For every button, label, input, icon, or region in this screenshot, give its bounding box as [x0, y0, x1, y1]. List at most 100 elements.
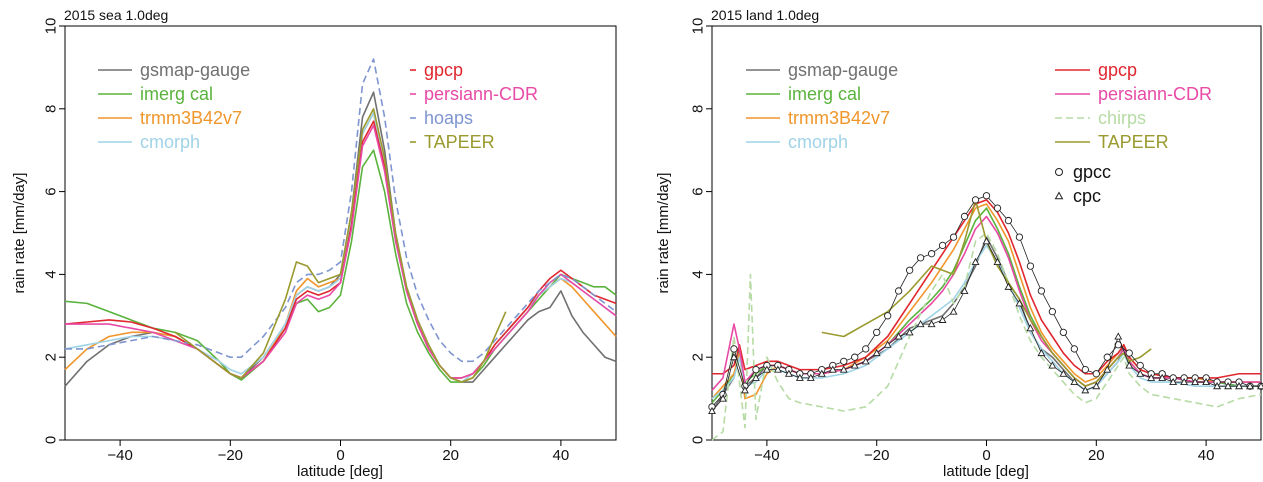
panel-sea-plot-frame	[64, 25, 617, 441]
legend-imerg-cal-label: imerg cal	[788, 84, 861, 104]
panel-land-x-tick-label: 0	[982, 447, 990, 464]
series-cpc-point	[762, 365, 771, 373]
series-gpcc-point	[1103, 353, 1111, 361]
series-cpc-point	[883, 340, 892, 348]
series-cpc-point	[927, 319, 936, 328]
series-cpc-point	[850, 361, 859, 369]
series-cpc-point	[1235, 382, 1244, 390]
panel-land-plot-frame	[711, 25, 1262, 441]
series-cpc-point	[982, 237, 991, 245]
series-gpcc-point	[905, 266, 914, 274]
legend-persiann-cdr-label: persiann-CDR	[1098, 84, 1212, 104]
series-cpc-point	[1147, 373, 1156, 381]
series-gpcc-point	[1081, 365, 1089, 374]
series-cpc-point	[872, 348, 881, 357]
series-cpc-point	[1246, 382, 1254, 390]
legend-cpc-label: cpc	[1073, 186, 1101, 206]
series-gpcc-point	[862, 345, 870, 353]
panel-sea-x-tick-label: 0	[336, 447, 344, 464]
panel-land-series	[708, 192, 1263, 441]
series-cpc-point	[719, 394, 727, 402]
series-gpcc-point	[1026, 262, 1035, 270]
series-tapeer-line	[174, 108, 507, 383]
legend-hoaps-label: hoaps	[424, 108, 473, 128]
series-gpcc-point	[840, 357, 848, 365]
series-cpc-point	[1081, 386, 1090, 394]
series-cpc-point	[1004, 282, 1013, 290]
series-gpcc-point	[1059, 328, 1068, 337]
series-gpcc-point	[1048, 308, 1057, 316]
series-cpc-point	[1059, 369, 1068, 377]
legend-chirps-label: chirps	[1098, 108, 1146, 128]
series-cpc-point	[1202, 377, 1211, 386]
series-tapeer-line	[821, 199, 1152, 387]
series-gpcc-point	[916, 254, 925, 262]
series-gpcc-point	[1037, 287, 1046, 295]
series-cpc-point	[960, 286, 969, 294]
panel-sea-x-axis: −40 −20 0 20 40	[107, 440, 569, 464]
legend-persiann-cdr-label: persiann-CDR	[424, 84, 538, 104]
series-cpc-point	[1092, 382, 1101, 390]
legend-gsmap-gauge-label: gsmap-gauge	[788, 60, 898, 80]
series-gpcc-point	[1070, 345, 1078, 353]
panel-land-y-tick-label: 8	[690, 105, 707, 113]
series-gpcc-point	[752, 365, 760, 374]
series-cpc-point	[1224, 382, 1233, 390]
series-cpc-point	[784, 369, 793, 377]
series-chirps-line	[711, 232, 1262, 441]
series-gpcc-point	[730, 345, 738, 353]
series-cpc-point	[1103, 365, 1112, 373]
series-hoaps-line	[65, 58, 617, 363]
legend-cmorph-label: cmorph	[140, 132, 200, 152]
panel-land-y-tick-label: 6	[690, 187, 707, 195]
panel-sea-x-tick-label: −20	[218, 447, 243, 464]
panel-sea-y-tick-label: 4	[43, 270, 60, 278]
series-cpc-point	[773, 365, 782, 373]
panel-sea-title: 2015 sea 1.0deg	[64, 7, 168, 23]
panel-land-title: 2015 land 1.0deg	[711, 7, 819, 23]
panel-land-y-tick-label: 2	[690, 353, 707, 361]
series-cpc-point	[708, 406, 716, 415]
series-cpc-point	[1114, 332, 1123, 340]
panel-sea-y-tick-label: 0	[43, 436, 60, 444]
legend-cpc-swatch	[1054, 191, 1064, 200]
series-cpc-point	[1136, 369, 1145, 377]
legend-imerg-cal-label: imerg cal	[140, 84, 213, 104]
legend-cmorph-label: cmorph	[788, 132, 848, 152]
series-cpc-point	[1026, 324, 1035, 332]
panel-sea-x-tick-label: 40	[553, 447, 570, 464]
panel-land-x-axis: −40 −20 0 20 40	[754, 440, 1214, 464]
panel-land-x-tick-label: 20	[1088, 447, 1105, 464]
series-gpcc-point	[949, 233, 958, 241]
series-cpc-point	[806, 373, 815, 381]
panel-land-y-axis-label: rain rate [mm/day]	[655, 173, 672, 294]
series-cpc-point	[1169, 377, 1178, 386]
legend-trmm3b42v7-label: trmm3B42v7	[140, 108, 242, 128]
series-gpcc-point	[884, 312, 892, 320]
panel-sea-x-tick-label: −40	[107, 447, 132, 464]
legend-gpcc-swatch	[1055, 168, 1063, 176]
series-cpc-point	[1191, 377, 1200, 386]
panel-sea-legend: gsmap-gauge imerg cal trmm3B42v7 cmorph gpcp…	[98, 60, 538, 152]
series-gpcc-point	[1125, 349, 1133, 357]
legend-gsmap-gauge-label: gsmap-gauge	[140, 60, 250, 80]
series-cpc-point	[1015, 299, 1024, 307]
panel-land: 2015 land 1.0deg 0 2 4 6 8 10 −40 −20 0 20 40 lat…	[655, 7, 1263, 480]
panel-sea-y-axis-label: rain rate [mm/day]	[11, 173, 28, 294]
legend-gpcc-label: gpcc	[1073, 162, 1111, 182]
legend-gpcp-label: gpcp	[1098, 60, 1137, 80]
series-cpc-point	[839, 365, 848, 373]
panel-land-x-axis-label: latitude [deg]	[943, 463, 1029, 480]
series-cpc-point	[938, 315, 947, 323]
panel-land-x-tick-label: −20	[864, 447, 889, 464]
series-cpc-point	[817, 369, 826, 377]
panel-sea-series	[64, 58, 617, 387]
panel-sea-y-tick-label: 2	[43, 353, 60, 361]
series-gpcc-point	[993, 204, 1002, 212]
legend-gpcp-label: gpcp	[424, 60, 463, 80]
series-gpcc-point	[895, 287, 903, 295]
legend-trmm3b42v7-label: trmm3B42v7	[788, 108, 890, 128]
panel-land-x-tick-label: −40	[754, 447, 779, 464]
series-cpc-point	[1048, 361, 1057, 369]
